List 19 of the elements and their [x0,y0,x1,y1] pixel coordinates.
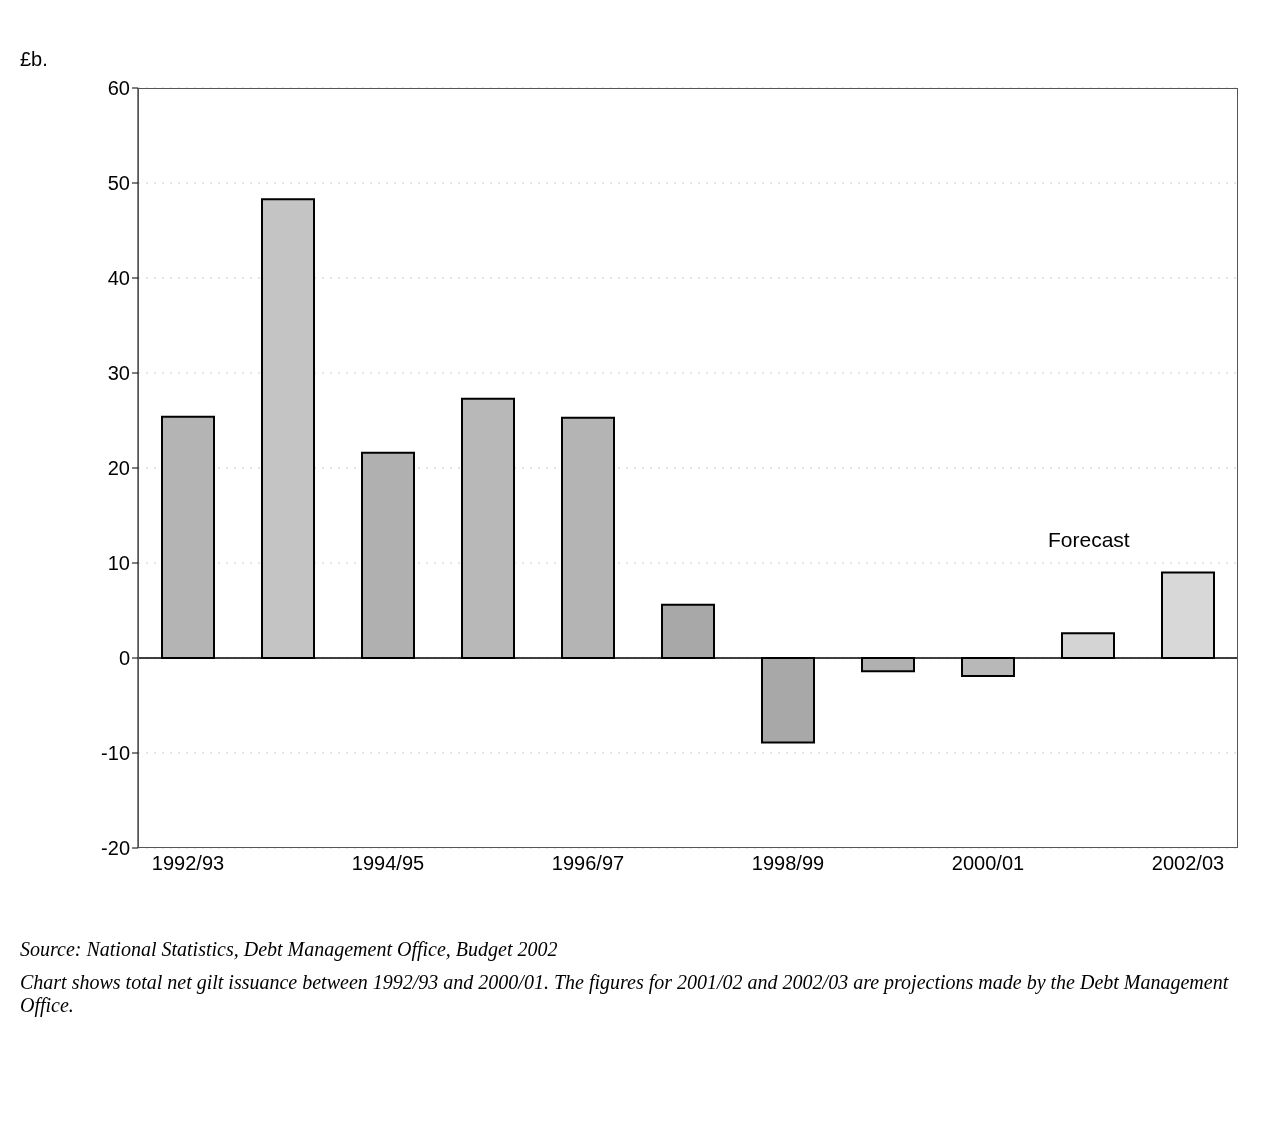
y-tick-label: 10 [107,552,130,575]
x-tick-label: 1994/95 [351,852,425,875]
y-tick-label: 20 [107,457,130,480]
y-axis-title: £b. [20,48,48,71]
y-tick-label: -10 [101,742,130,765]
x-tick-label: 1996/97 [551,852,625,875]
x-tick-label: 1998/99 [751,852,825,875]
source-note: Source: National Statistics, Debt Management Office, Budget 2002 [20,938,559,961]
y-tick-label: 0 [118,647,130,670]
x-tick-label: 2002/03 [1151,852,1225,875]
y-tick-label: 40 [107,267,130,290]
annotation: Forecast [1048,528,1130,552]
x-tick-label: 2000/01 [951,852,1025,875]
text: Chart shows total net gilt issuance between 1992/93 and 2000/01. The figures for 2001/02 and 2002/03 are projections made by the Debt Management Office. [20,971,1230,1017]
y-tick-label: 60 [107,77,130,100]
y-tick-label: 30 [107,362,130,385]
x-tick-label: 1992/93 [151,852,225,875]
y-tick-label: -20 [101,837,130,860]
y-tick-label: 50 [107,172,130,195]
